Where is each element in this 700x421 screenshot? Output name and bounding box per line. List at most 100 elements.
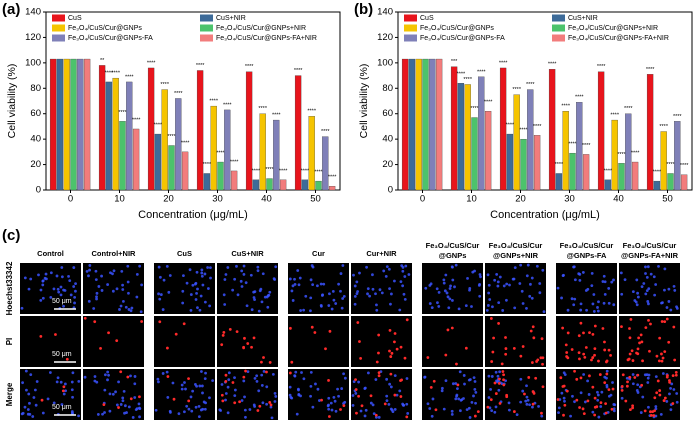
bar bbox=[210, 105, 217, 191]
significance-label: **** bbox=[245, 64, 254, 70]
nucleus-blue bbox=[244, 281, 248, 285]
significance-label: **** bbox=[279, 168, 288, 174]
nucleus-blue bbox=[111, 392, 115, 396]
nucleus-blue bbox=[442, 281, 446, 285]
bar bbox=[119, 121, 126, 191]
nucleus-blue bbox=[133, 382, 137, 386]
nucleus-red bbox=[643, 409, 647, 413]
nucleus-blue bbox=[366, 371, 370, 375]
y-tick-label: 0 bbox=[36, 185, 41, 196]
nucleus-blue bbox=[309, 278, 313, 282]
nucleus-blue bbox=[384, 274, 388, 278]
nucleus-red bbox=[671, 374, 675, 378]
significance-label: **** bbox=[272, 113, 281, 119]
bar bbox=[478, 76, 485, 191]
nucleus-blue bbox=[311, 265, 315, 269]
significance-label: **** bbox=[575, 95, 584, 101]
nucleus-red bbox=[383, 402, 387, 406]
nucleus-blue bbox=[645, 289, 649, 293]
nucleus-blue bbox=[646, 265, 650, 269]
nucleus-red bbox=[313, 331, 317, 334]
nucleus-blue bbox=[95, 297, 98, 301]
nucleus-blue bbox=[663, 267, 667, 271]
micrograph bbox=[556, 263, 617, 314]
nucleus-blue bbox=[560, 296, 563, 300]
nucleus-blue bbox=[233, 277, 237, 281]
bar bbox=[548, 69, 556, 191]
nucleus-blue bbox=[520, 289, 524, 293]
nucleus-blue bbox=[487, 374, 491, 378]
significance-label: **** bbox=[624, 106, 633, 112]
significance-label: ** bbox=[100, 58, 105, 64]
bar bbox=[49, 58, 57, 191]
nucleus-blue bbox=[401, 269, 405, 273]
nucleus-red bbox=[531, 390, 535, 393]
nucleus-blue bbox=[393, 408, 397, 411]
legend-label: CuS bbox=[68, 15, 82, 22]
nucleus-red bbox=[269, 403, 273, 407]
column-header: Control+NIR bbox=[92, 249, 137, 258]
nucleus-red bbox=[598, 373, 602, 376]
nucleus-blue bbox=[71, 395, 74, 399]
nucleus-blue bbox=[661, 372, 665, 375]
nucleus-blue bbox=[41, 411, 45, 415]
nucleus-blue bbox=[101, 412, 104, 416]
nucleus-blue bbox=[197, 405, 201, 408]
nucleus-blue bbox=[467, 406, 471, 410]
nucleus-blue bbox=[240, 399, 244, 402]
nucleus-blue bbox=[314, 382, 317, 386]
nucleus-blue bbox=[106, 378, 109, 382]
nucleus-blue bbox=[353, 294, 357, 298]
significance-label: **** bbox=[484, 100, 493, 106]
micrograph bbox=[288, 316, 349, 367]
bar bbox=[161, 89, 168, 191]
column-header: CuS bbox=[177, 249, 192, 258]
nucleus-red bbox=[434, 408, 438, 412]
nucleus-blue bbox=[334, 409, 338, 413]
nucleus-blue bbox=[73, 295, 77, 299]
nucleus-blue bbox=[667, 300, 671, 303]
nucleus-red bbox=[174, 332, 178, 336]
nucleus-blue bbox=[451, 382, 455, 386]
nucleus-blue bbox=[388, 287, 391, 291]
nucleus-blue bbox=[444, 273, 448, 277]
nucleus-blue bbox=[137, 402, 141, 406]
nucleus-red bbox=[258, 404, 262, 408]
nucleus-blue bbox=[387, 402, 391, 406]
nucleus-blue bbox=[293, 282, 297, 286]
nucleus-blue bbox=[468, 416, 472, 419]
significance-label: **** bbox=[154, 123, 163, 129]
legend-label: Fe₃O₄/CuS/Cur@GNPs bbox=[420, 25, 494, 32]
nucleus-blue bbox=[159, 293, 163, 296]
nucleus-blue bbox=[330, 408, 334, 412]
nucleus-red bbox=[405, 318, 409, 322]
nucleus-blue bbox=[479, 275, 482, 279]
nucleus-blue bbox=[597, 415, 601, 419]
nucleus-red bbox=[498, 377, 501, 381]
nucleus-blue bbox=[62, 304, 65, 308]
nucleus-blue bbox=[404, 264, 408, 268]
nucleus-blue bbox=[93, 379, 97, 383]
nucleus-blue bbox=[316, 284, 319, 288]
nucleus-blue bbox=[240, 285, 244, 288]
nucleus-blue bbox=[525, 274, 529, 278]
nucleus-blue bbox=[366, 287, 370, 291]
nucleus-blue bbox=[328, 292, 331, 296]
nucleus-blue bbox=[496, 374, 500, 378]
nucleus-blue bbox=[93, 375, 97, 378]
nucleus-blue bbox=[244, 415, 247, 419]
nucleus-blue bbox=[184, 387, 187, 391]
nucleus-blue bbox=[224, 398, 227, 402]
nucleus-blue bbox=[473, 387, 477, 391]
nucleus-blue bbox=[52, 287, 56, 291]
nucleus-blue bbox=[270, 416, 274, 420]
nucleus-red bbox=[658, 389, 662, 392]
nucleus-blue bbox=[635, 303, 639, 307]
nucleus-blue bbox=[587, 393, 591, 396]
nucleus-blue bbox=[134, 408, 138, 412]
column-header: Control bbox=[37, 249, 64, 258]
legend-label: Fe₃O₄/CuS/Cur@GNPs+NIR bbox=[568, 25, 658, 32]
significance-label: **** bbox=[631, 150, 640, 156]
significance-label: **** bbox=[203, 162, 212, 168]
nucleus-blue bbox=[41, 279, 45, 283]
